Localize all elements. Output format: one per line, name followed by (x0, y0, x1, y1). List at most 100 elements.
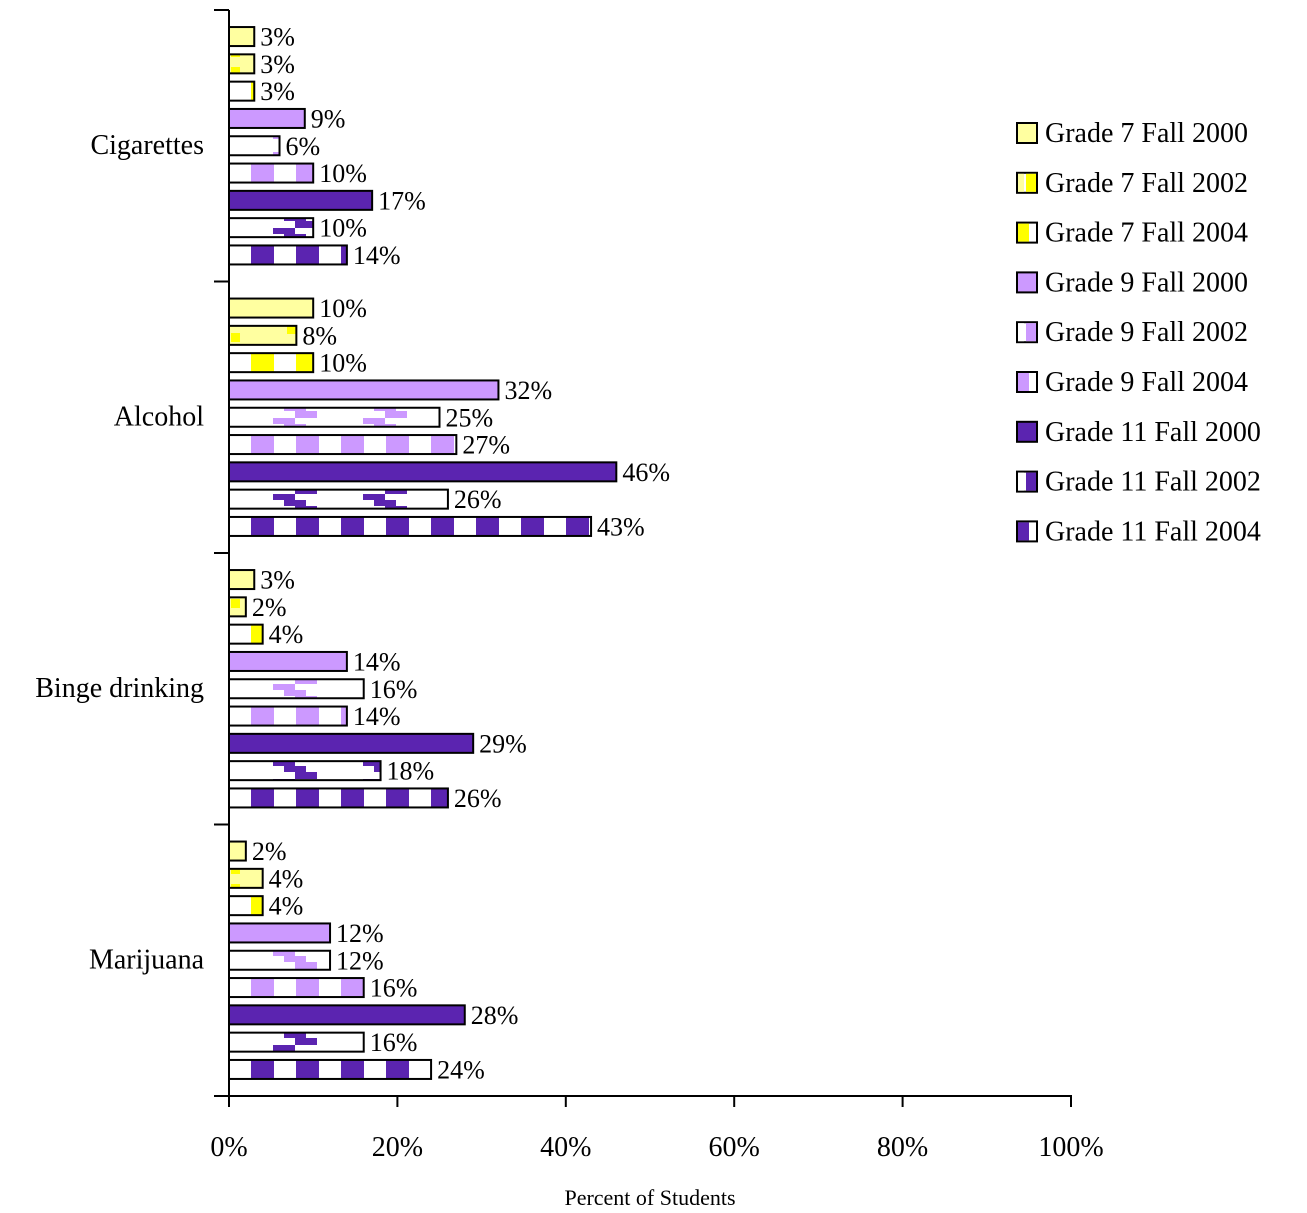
legend-swatch-fill (1018, 522, 1029, 541)
legend-label: Grade 7 Fall 2002 (1045, 168, 1248, 199)
bar (228, 678, 365, 700)
value-label: 46% (622, 458, 670, 487)
legend-label: Grade 11 Fall 2004 (1045, 516, 1261, 547)
value-label: 12% (336, 919, 384, 948)
x-tick-label: 60% (709, 1132, 760, 1163)
legend-item: Grade 7 Fall 2004 (1016, 218, 1248, 249)
value-label: 29% (479, 729, 527, 758)
x-tick-label: 0% (210, 1132, 247, 1163)
value-label: 25% (446, 403, 494, 432)
value-label: 16% (370, 675, 418, 704)
category-label: Marijuana (89, 944, 205, 975)
legend: Grade 7 Fall 2000 Grade 7 Fall 2002 Grade … (1016, 118, 1261, 547)
bar (228, 26, 256, 48)
value-label: 2% (252, 837, 287, 866)
bar (228, 379, 500, 401)
bar (228, 922, 332, 944)
value-label: 14% (353, 647, 401, 676)
legend-item: Grade 9 Fall 2002 (1016, 317, 1248, 348)
bar (228, 107, 306, 129)
value-label: 26% (454, 485, 502, 514)
legend-label: Grade 9 Fall 2000 (1045, 267, 1248, 298)
bar (228, 53, 256, 75)
legend-label: Grade 9 Fall 2002 (1045, 317, 1248, 348)
bar (228, 705, 348, 727)
value-label: 9% (311, 104, 346, 133)
value-label: 4% (269, 892, 304, 921)
value-label: 18% (387, 757, 435, 786)
category-label: Cigarettes (90, 130, 204, 161)
bar (228, 189, 374, 211)
bar (228, 732, 475, 754)
value-label: 10% (319, 159, 367, 188)
value-label: 10% (319, 294, 367, 323)
value-label: 16% (370, 974, 418, 1003)
legend-swatch-fill (1018, 323, 1024, 342)
value-label: 24% (437, 1055, 485, 1084)
legend-swatch-fill (1026, 472, 1036, 491)
legend-swatch-fill (1026, 323, 1036, 342)
value-label: 4% (269, 864, 304, 893)
bar (228, 297, 315, 319)
value-label: 10% (319, 349, 367, 378)
bar (228, 949, 332, 971)
value-label: 6% (286, 132, 321, 161)
bar (228, 80, 256, 102)
legend-label: Grade 11 Fall 2002 (1045, 467, 1261, 498)
value-label: 28% (471, 1001, 519, 1030)
bar (228, 569, 256, 591)
legend-item: Grade 11 Fall 2000 (1016, 417, 1261, 448)
category-label: Alcohol (114, 401, 204, 432)
bar (228, 650, 348, 672)
x-tick-label: 100% (1038, 1132, 1103, 1163)
legend-item: Grade 7 Fall 2000 (1016, 118, 1248, 149)
value-label: 14% (353, 241, 401, 270)
bar (228, 434, 458, 456)
legend-swatch (1016, 420, 1038, 443)
legend-label: Grade 9 Fall 2004 (1045, 367, 1248, 398)
bars (228, 26, 618, 1080)
category-labels: Cigarettes Alcohol Binge drinking Marijuana (35, 130, 204, 976)
legend-label: Grade 11 Fall 2000 (1045, 417, 1261, 448)
bar (228, 488, 449, 510)
bar (228, 840, 247, 862)
bar (228, 1004, 466, 1026)
bar (228, 515, 593, 537)
legend-swatch (1016, 271, 1038, 294)
value-labels: 3%3%3%9%6%10%17%10%14%10%8%10%32%25%27%4… (252, 23, 670, 1085)
legend-swatch-fill (1018, 173, 1024, 192)
bar (228, 217, 315, 239)
legend-item: Grade 11 Fall 2002 (1016, 467, 1261, 498)
bar (228, 406, 441, 428)
value-label: 27% (462, 431, 510, 460)
bar (228, 895, 264, 917)
bar (228, 1058, 433, 1080)
bar (228, 867, 264, 889)
bar (228, 135, 281, 157)
bar (228, 324, 298, 346)
bar (228, 977, 365, 999)
legend-item: Grade 9 Fall 2000 (1016, 267, 1248, 298)
legend-swatch-fill (1018, 373, 1029, 391)
bar (228, 760, 382, 782)
value-label: 4% (269, 620, 304, 649)
value-label: 32% (504, 376, 552, 405)
legend-swatch-fill (1026, 173, 1036, 192)
legend-item: Grade 7 Fall 2002 (1016, 168, 1248, 199)
bar (228, 787, 449, 809)
legend-label: Grade 7 Fall 2004 (1045, 218, 1248, 249)
value-label: 10% (319, 214, 367, 243)
bar (228, 244, 348, 266)
legend-item: Grade 11 Fall 2004 (1016, 516, 1261, 547)
bar (228, 596, 247, 618)
bar (228, 623, 264, 645)
value-label: 26% (454, 784, 502, 813)
x-tick-label: 40% (540, 1132, 591, 1163)
legend-swatch-fill (1018, 472, 1024, 491)
bar (228, 162, 315, 184)
bar (228, 461, 618, 483)
x-tick-label: 20% (372, 1132, 423, 1163)
value-label: 2% (252, 593, 287, 622)
x-tick-label: 80% (877, 1132, 928, 1163)
legend-item: Grade 9 Fall 2004 (1016, 367, 1248, 398)
